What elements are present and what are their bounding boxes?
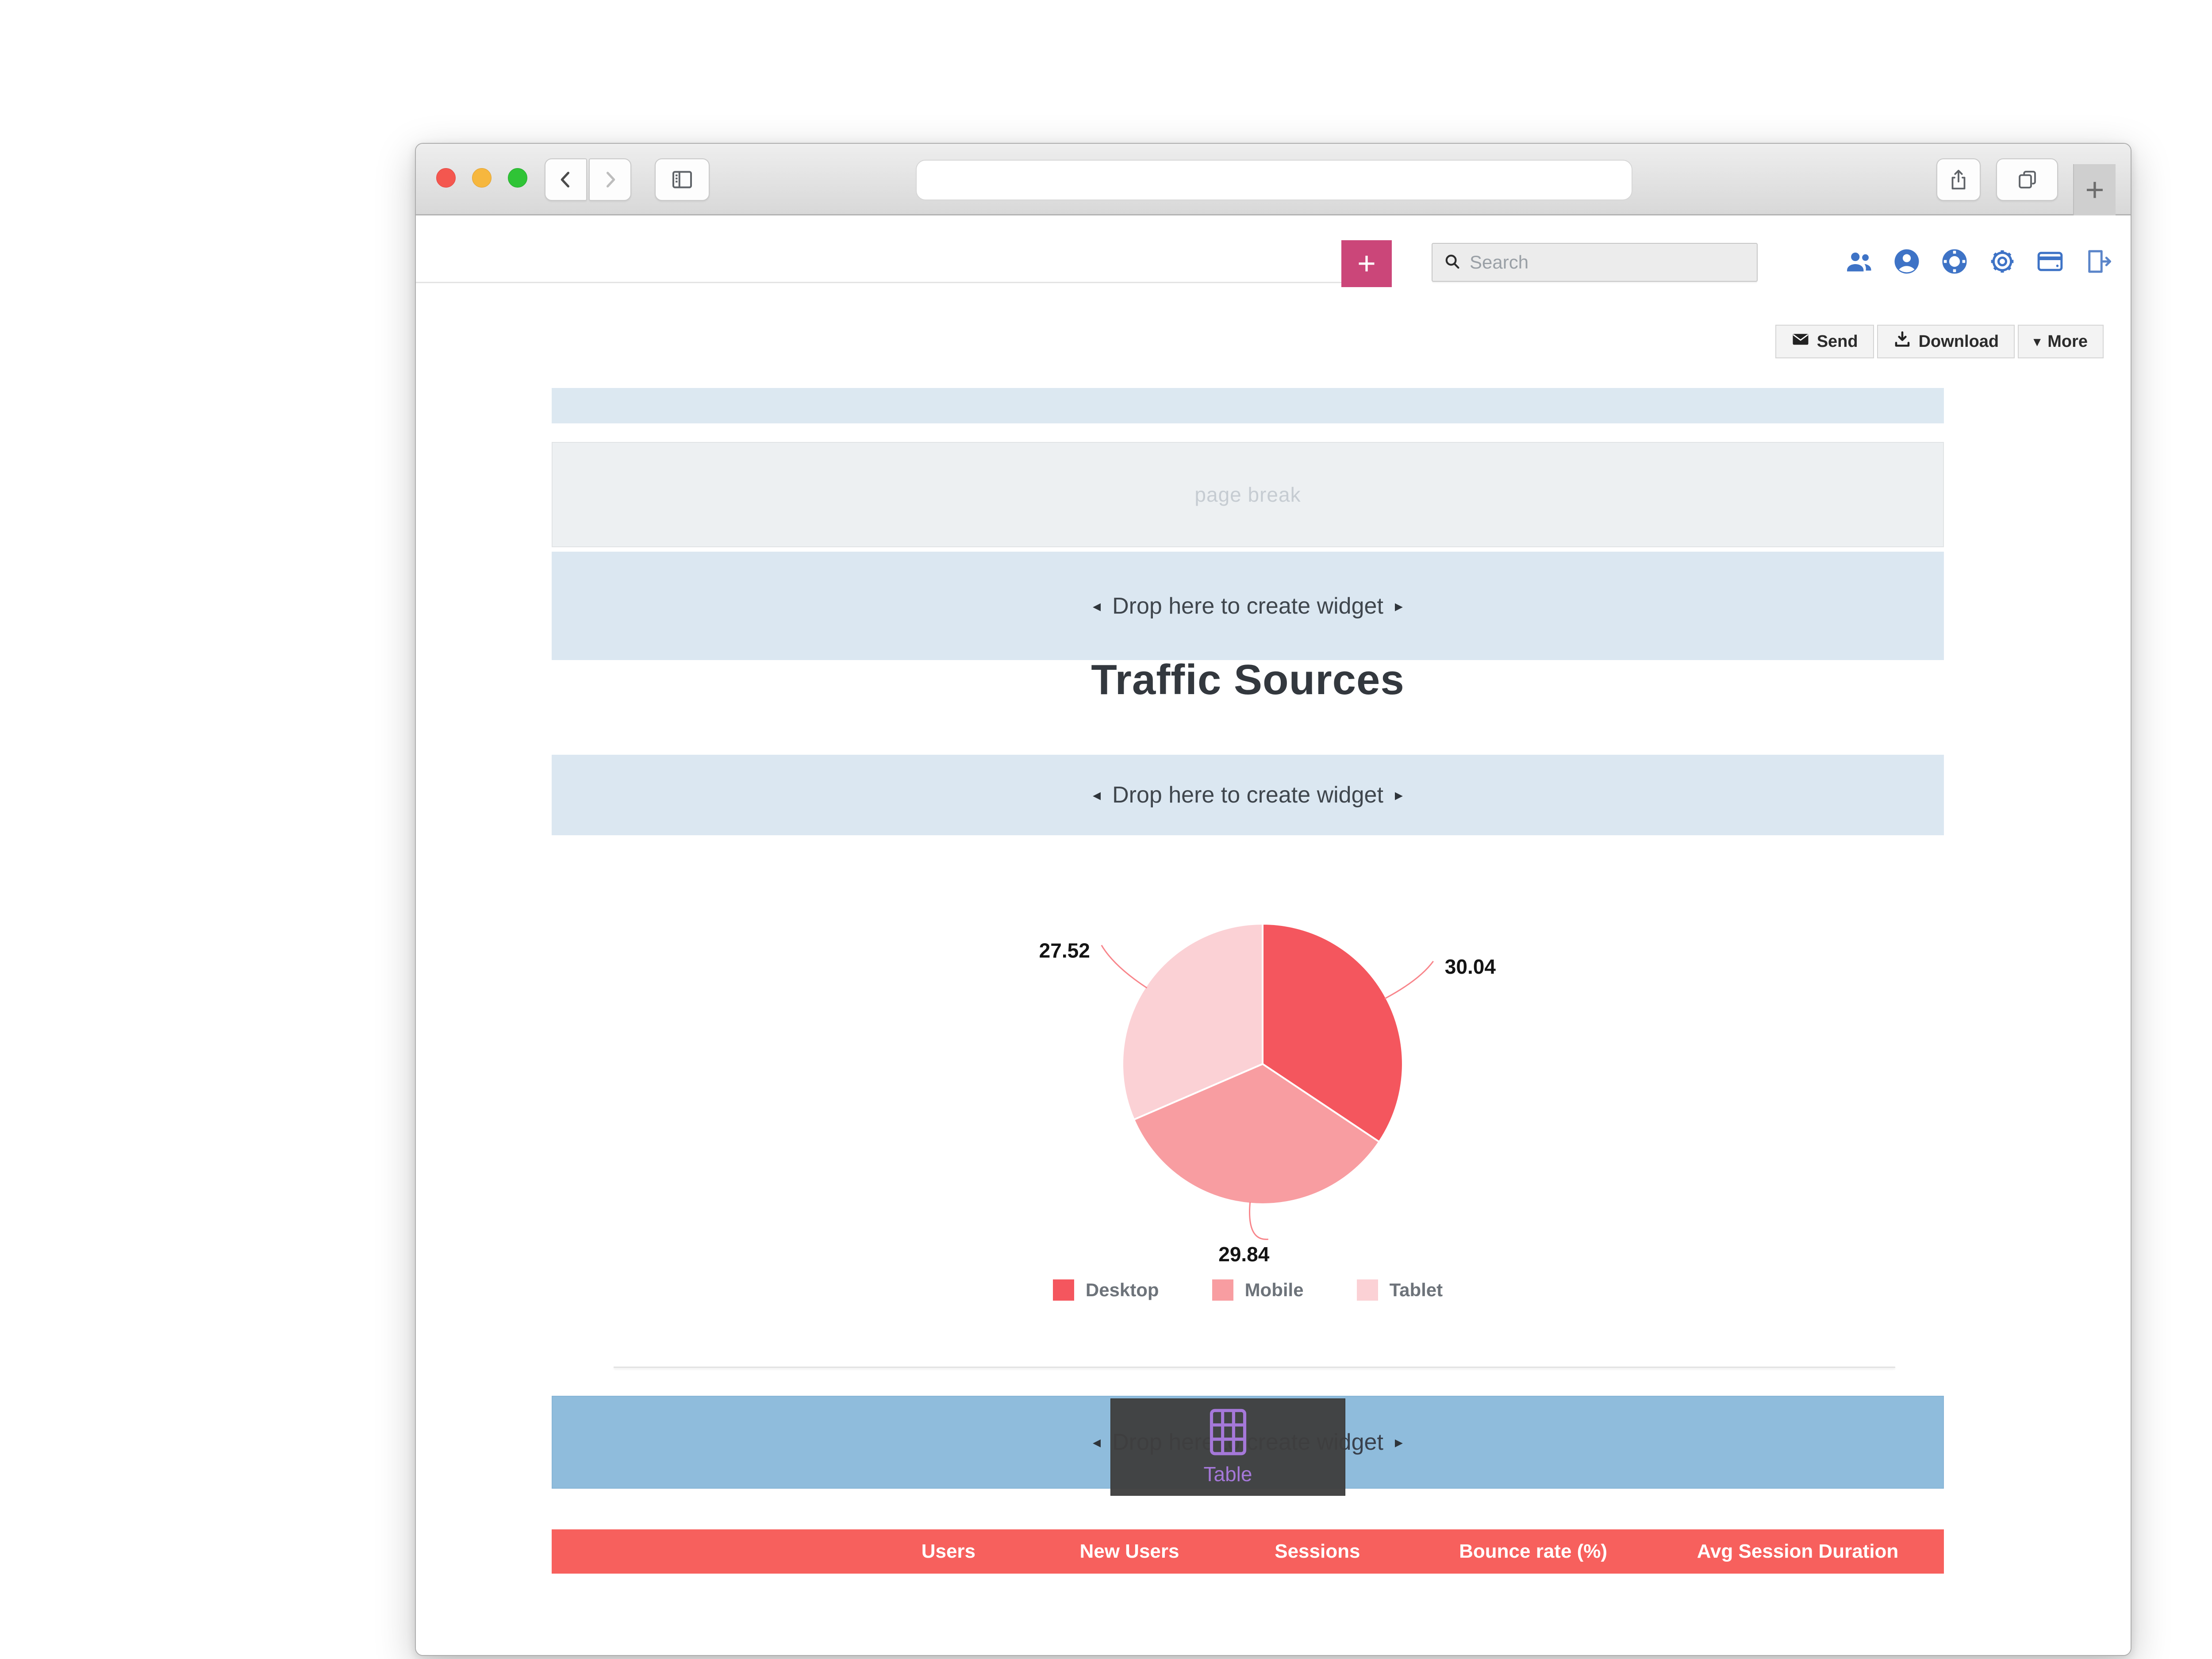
app-content: + xyxy=(416,215,2131,1655)
label-leader-line xyxy=(1384,960,1434,999)
close-window-button[interactable] xyxy=(436,168,456,188)
report-action-bar: Send Download ▾ More xyxy=(1775,325,2104,358)
profile-icon[interactable] xyxy=(1892,246,1922,276)
drop-zone-label: Drop here to create widget xyxy=(1112,782,1383,808)
drop-zone-1[interactable]: ◂ Drop here to create widget ▸ xyxy=(552,552,1944,660)
back-button[interactable] xyxy=(545,158,587,201)
legend-label: Desktop xyxy=(1085,1279,1159,1300)
label-leader-line xyxy=(1101,945,1148,989)
pie-data-label: 30.04 xyxy=(1445,955,1496,978)
search-field[interactable] xyxy=(1432,243,1758,282)
caret-down-icon: ▾ xyxy=(2034,334,2041,349)
legend-swatch xyxy=(1356,1279,1378,1301)
billing-card-icon[interactable] xyxy=(2035,246,2065,276)
send-button[interactable]: Send xyxy=(1775,325,1874,358)
report-canvas: page break ◂ Drop here to create widget … xyxy=(552,215,1944,1655)
header-divider xyxy=(416,282,1344,283)
search-input[interactable] xyxy=(1470,252,1757,273)
table-header-cell: New Users xyxy=(1079,1540,1179,1562)
address-input[interactable] xyxy=(917,161,1632,200)
sidebar-toggle-button[interactable] xyxy=(655,158,710,201)
show-tabs-button[interactable] xyxy=(1996,158,2058,201)
chevron-left-icon xyxy=(554,168,577,191)
pie-chart-widget: 30.04 29.84 27.52 xyxy=(842,818,1683,1305)
browser-window: + + xyxy=(415,143,2131,1656)
table-header-row: Users New Users Sessions Bounce rate (%)… xyxy=(552,1529,1944,1574)
tabs-icon xyxy=(2015,168,2039,192)
label-leader-line xyxy=(1249,1202,1268,1240)
table-header-cell: Avg Session Duration xyxy=(1697,1540,1899,1562)
legend-label: Tablet xyxy=(1389,1279,1443,1300)
more-button[interactable]: ▾ More xyxy=(2018,325,2104,358)
arrow-left-icon[interactable]: ◂ xyxy=(1093,596,1101,615)
forward-button[interactable] xyxy=(589,158,631,201)
page-break-block[interactable]: page break xyxy=(552,442,1944,547)
logout-icon[interactable] xyxy=(2083,246,2113,276)
zoom-window-button[interactable] xyxy=(508,168,527,188)
send-label: Send xyxy=(1816,332,1858,351)
arrow-left-icon[interactable]: ◂ xyxy=(1093,1433,1101,1451)
download-icon xyxy=(1893,330,1912,353)
download-label: Download xyxy=(1918,332,1999,351)
pie-data-label: 27.52 xyxy=(1039,939,1090,962)
legend-label: Mobile xyxy=(1244,1279,1304,1300)
arrow-left-icon[interactable]: ◂ xyxy=(1093,786,1101,804)
dragged-widget-ghost: Table xyxy=(1110,1398,1345,1496)
widget-divider xyxy=(614,1367,1895,1368)
more-label: More xyxy=(2047,332,2088,351)
arrow-right-icon[interactable]: ▸ xyxy=(1394,596,1403,615)
drop-zone-partial[interactable] xyxy=(552,388,1944,423)
table-header-cell: Sessions xyxy=(1275,1540,1360,1562)
users-icon[interactable] xyxy=(1844,246,1874,276)
chart-legend: Desktop Mobile Tablet xyxy=(552,1279,1944,1301)
legend-item[interactable]: Mobile xyxy=(1212,1279,1304,1301)
add-report-button[interactable]: + xyxy=(1341,240,1392,287)
sidebar-icon xyxy=(669,166,695,193)
header-icon-row xyxy=(1844,246,2113,276)
settings-gear-icon[interactable] xyxy=(1987,246,2017,276)
search-icon xyxy=(1442,251,1470,274)
share-icon xyxy=(1947,168,1970,192)
envelope-icon xyxy=(1791,330,1810,353)
pie-data-label: 29.84 xyxy=(1218,1243,1270,1266)
minimize-window-button[interactable] xyxy=(472,168,492,188)
drop-zone-label: Drop here to create widget xyxy=(1112,593,1383,619)
share-button[interactable] xyxy=(1936,158,1981,201)
arrow-right-icon[interactable]: ▸ xyxy=(1394,1433,1403,1451)
new-tab-button[interactable]: + xyxy=(2073,164,2116,215)
legend-item[interactable]: Desktop xyxy=(1052,1279,1159,1301)
arrow-right-icon[interactable]: ▸ xyxy=(1394,786,1403,804)
legend-swatch xyxy=(1212,1279,1233,1301)
page-break-label: page break xyxy=(1194,483,1301,506)
browser-titlebar: + xyxy=(416,144,2131,215)
table-grid-icon xyxy=(1208,1406,1248,1460)
help-icon[interactable] xyxy=(1939,246,1970,276)
download-button[interactable]: Download xyxy=(1877,325,2015,358)
table-header-cell: Bounce rate (%) xyxy=(1459,1540,1608,1562)
ghost-label: Table xyxy=(1203,1463,1252,1486)
chevron-right-icon xyxy=(599,168,622,191)
section-title: Traffic Sources xyxy=(1091,656,1405,703)
legend-item[interactable]: Tablet xyxy=(1356,1279,1443,1301)
legend-swatch xyxy=(1052,1279,1074,1301)
address-bar[interactable] xyxy=(916,160,1632,200)
table-header-cell: Users xyxy=(921,1540,976,1562)
drop-zone-2[interactable]: ◂ Drop here to create widget ▸ xyxy=(552,755,1944,835)
pie-chart: 30.04 29.84 27.52 xyxy=(1039,922,1496,1266)
